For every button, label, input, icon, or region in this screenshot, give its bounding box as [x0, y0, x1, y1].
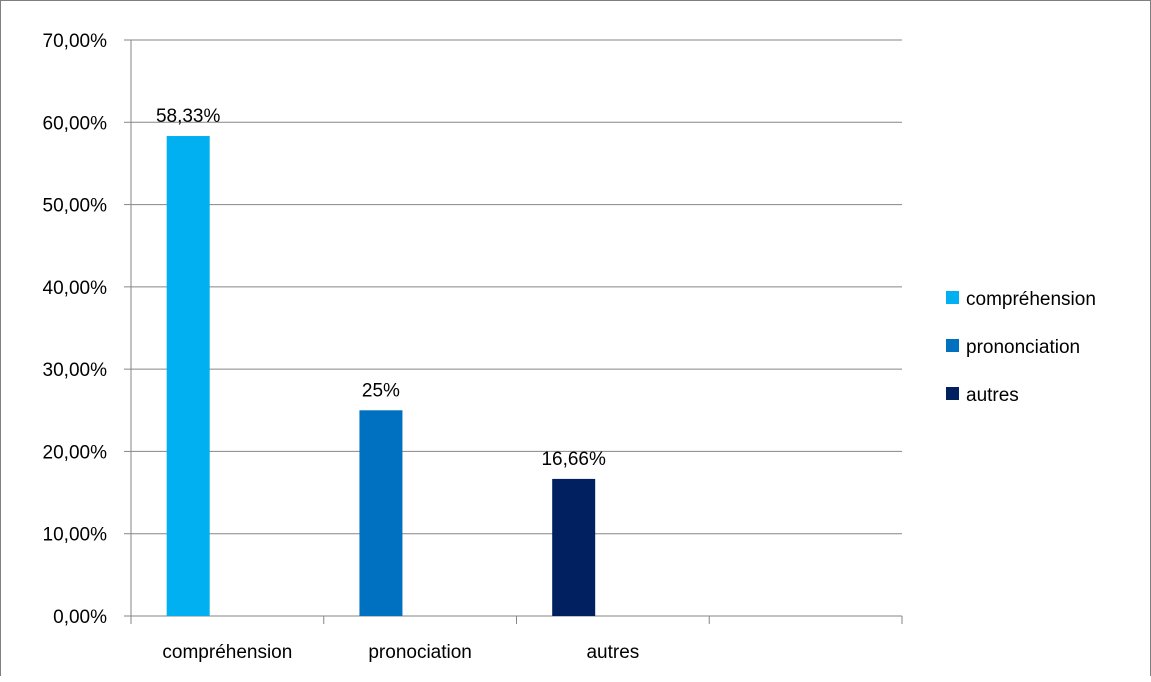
- y-tick-label: 30,00%: [43, 360, 108, 381]
- bar-2: [359, 410, 403, 616]
- y-tick-label: 40,00%: [43, 278, 108, 299]
- y-tick-label: 60,00%: [43, 113, 108, 134]
- y-tick-label: 0,00%: [53, 607, 107, 628]
- bar-1: [166, 136, 210, 616]
- data-label: 58,33%: [156, 106, 221, 127]
- x-tick-label: autres: [586, 642, 639, 663]
- legend-swatch: [946, 339, 959, 352]
- bar-3: [552, 478, 596, 616]
- y-tick-label: 70,00%: [43, 31, 108, 52]
- x-tick-label: compréhension: [162, 642, 292, 663]
- y-tick-label: 10,00%: [43, 525, 108, 546]
- y-tick-label: 20,00%: [43, 442, 108, 463]
- x-tick-label: pronociation: [368, 642, 472, 663]
- y-tick-label: 50,00%: [43, 196, 108, 217]
- legend-label: autres: [966, 385, 1019, 406]
- data-label: 16,66%: [541, 449, 606, 470]
- legend-label: prononciation: [966, 337, 1080, 358]
- data-label: 25%: [362, 380, 400, 401]
- legend-swatch: [946, 291, 959, 304]
- legend-swatch: [946, 387, 959, 400]
- legend-label: compréhension: [966, 289, 1096, 310]
